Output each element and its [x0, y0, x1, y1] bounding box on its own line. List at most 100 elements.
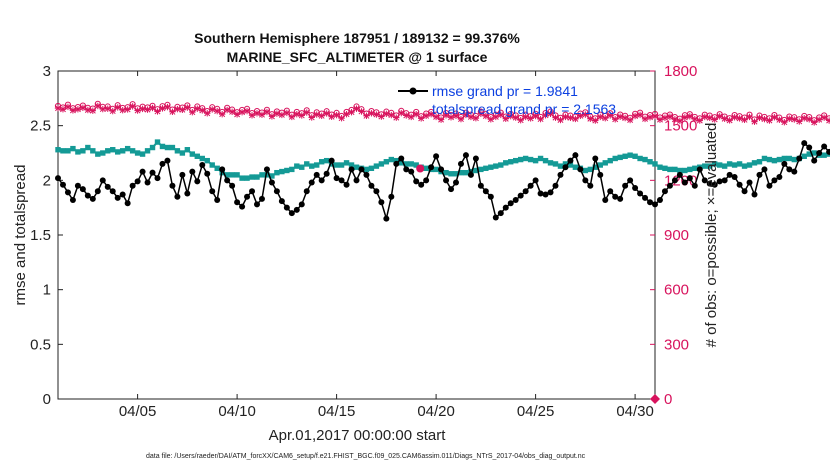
- totalspread-point: [209, 162, 215, 168]
- rmse-point: [612, 193, 619, 200]
- rmse-point: [522, 188, 529, 195]
- totalspread-point: [159, 143, 166, 150]
- rmse-point: [109, 188, 116, 195]
- rmse-point: [721, 177, 728, 184]
- obs-evaluated-point: [562, 113, 569, 121]
- totalspread-point: [503, 160, 509, 166]
- y-right-tick-label: 0: [664, 391, 672, 408]
- obs-evaluated-point: [716, 113, 723, 120]
- obs-evaluated-point: [597, 113, 604, 121]
- rmse-point: [74, 182, 81, 189]
- rmse-point: [607, 188, 614, 195]
- totalspread-point: [622, 153, 628, 159]
- rmse-point: [547, 189, 554, 196]
- rmse-point: [502, 204, 509, 211]
- obs-evaluated-point: [811, 119, 818, 126]
- obs-evaluated-point: [612, 116, 619, 123]
- totalspread-point: [522, 155, 529, 162]
- obs-evaluated-point: [368, 110, 375, 117]
- obs-evaluated-point: [288, 113, 296, 121]
- footer-data-file: data file: /Users/raeder/DAI/ATM_forcXX/…: [146, 453, 586, 460]
- rmse-point: [413, 178, 420, 185]
- rmse-point: [149, 169, 156, 176]
- obs-evaluated-point: [313, 111, 320, 118]
- totalspread-point: [806, 151, 812, 157]
- rmse-point: [283, 204, 290, 211]
- obs-evaluated-point: [457, 115, 465, 123]
- obs-evaluated-point: [577, 112, 584, 120]
- totalspread-point: [617, 154, 623, 161]
- obs-evaluated-point: [666, 113, 674, 120]
- totalspread-point: [746, 162, 753, 168]
- obs-evaluated-point: [403, 112, 410, 119]
- rmse-point: [353, 177, 360, 184]
- totalspread-point: [139, 151, 146, 157]
- obs-evaluated-point: [223, 106, 231, 114]
- rmse-point: [652, 201, 658, 208]
- rmse-point: [209, 188, 216, 195]
- totalspread-point: [542, 157, 549, 164]
- totalspread-point: [115, 149, 121, 155]
- obs-evaluated-point: [522, 113, 529, 121]
- obs-evaluated-point: [353, 105, 360, 112]
- totalspread-series: [55, 139, 830, 181]
- obs-evaluated-point: [194, 105, 201, 112]
- rmse-point: [79, 186, 86, 193]
- x-tick-label: 04/15: [318, 403, 356, 420]
- totalspread-point: [318, 159, 325, 165]
- rmse-point: [214, 197, 221, 204]
- obs-evaluated-point: [676, 117, 684, 125]
- totalspread-point: [90, 148, 96, 154]
- obs-evaluated-point: [248, 112, 256, 119]
- totalspread-point: [100, 150, 106, 156]
- obs-evaluated-point: [651, 112, 659, 120]
- totalspread-point: [323, 157, 330, 164]
- rmse-point: [423, 177, 430, 184]
- rmse-point: [59, 181, 66, 188]
- obs-evaluated-point: [602, 114, 609, 122]
- obs-evaluated-point: [492, 113, 499, 121]
- totalspread-point: [254, 174, 260, 180]
- totalspread-point: [259, 172, 265, 178]
- totalspread-point: [169, 144, 176, 151]
- totalspread-point: [637, 155, 643, 162]
- obs-evaluated-point: [204, 110, 211, 117]
- obs-evaluated-point: [408, 113, 415, 121]
- totalspread-point: [333, 162, 340, 168]
- obs-evaluated-point: [64, 103, 72, 111]
- obs-evaluated-point: [253, 110, 261, 117]
- obs-evaluated-point: [527, 115, 534, 122]
- totalspread-point: [154, 139, 161, 145]
- rmse-point: [433, 153, 440, 160]
- totalspread-point: [557, 163, 564, 169]
- rmse-point: [577, 166, 584, 173]
- obs-evaluated-point: [134, 107, 141, 114]
- obs-evaluated-point: [726, 117, 733, 124]
- obs-evaluated-point: [373, 111, 380, 118]
- obs-evaluated-point: [751, 118, 758, 125]
- obs-evaluated-point: [786, 115, 793, 122]
- totalspread-point: [149, 144, 156, 151]
- obs-evaluated-point: [94, 102, 101, 110]
- obs-evaluated-point: [696, 117, 703, 124]
- obs-evaluated-point: [761, 115, 768, 123]
- rmse-point: [134, 178, 141, 185]
- obs-evaluated-point: [179, 106, 186, 114]
- obs-special-circle: [416, 164, 425, 173]
- rmse-point: [119, 191, 126, 198]
- rmse-point: [288, 210, 295, 217]
- rmse-point: [438, 166, 445, 173]
- totalspread-point: [702, 163, 708, 169]
- obs-evaluated-point: [273, 110, 281, 117]
- obs-evaluated-point: [129, 103, 136, 110]
- rmse-point: [572, 152, 579, 159]
- x-tick-label: 04/25: [517, 403, 555, 420]
- obs-evaluated-point: [512, 114, 519, 121]
- obs-evaluated-point: [592, 117, 599, 124]
- obs-evaluated-point: [447, 114, 455, 121]
- totalspread-point: [279, 168, 285, 175]
- obs-evaluated-point: [796, 118, 803, 125]
- rmse-point: [393, 160, 400, 167]
- obs-evaluated-point: [502, 115, 509, 122]
- rmse-point: [114, 194, 121, 201]
